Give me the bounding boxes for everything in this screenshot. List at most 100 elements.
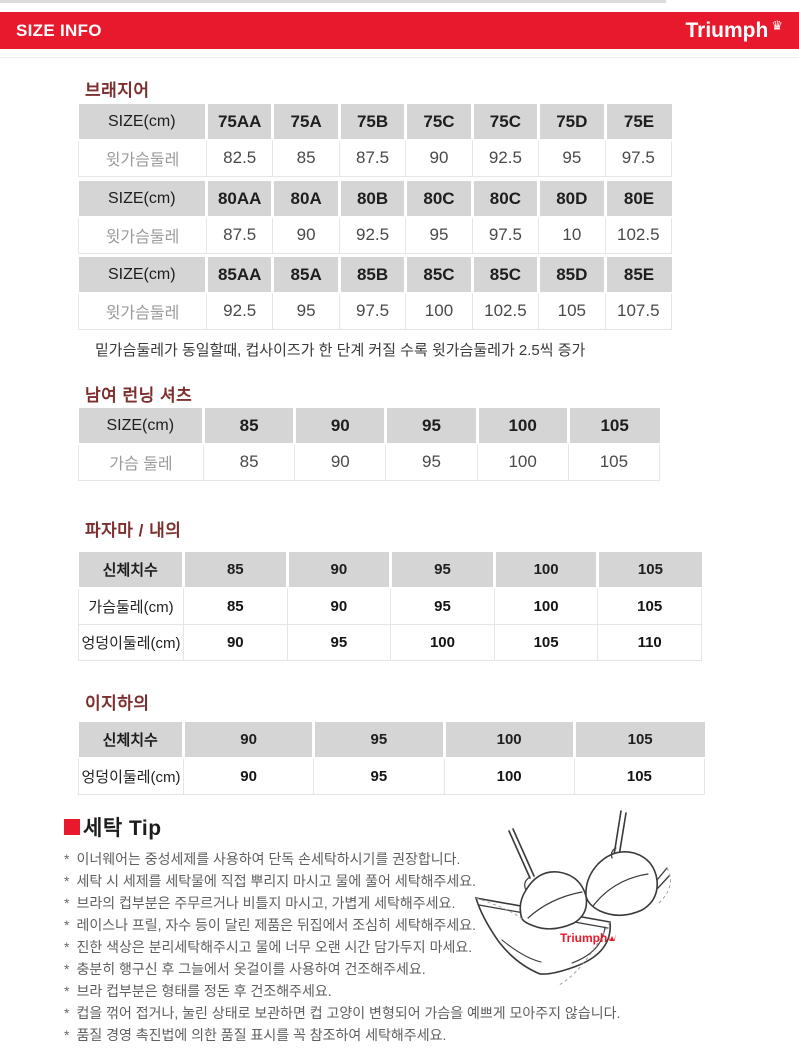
size-column-header: 75AA xyxy=(206,104,275,141)
size-column-header: 90 xyxy=(183,722,316,759)
table-corner-header: SIZE(cm) xyxy=(78,104,208,141)
size-value-cell: 97.5 xyxy=(604,139,673,177)
asterisk-bullet-icon: * xyxy=(64,895,70,911)
bra-strap-left xyxy=(508,828,535,879)
table-row: 윗가슴둘레 82.5 85 87.5 90 92.5 95 97.5 xyxy=(78,139,673,177)
size-value-cell: 87.5 xyxy=(205,216,274,254)
size-column-header: 95 xyxy=(390,552,496,589)
running-shirt-size-table: SIZE(cm) 85 90 95 100 105 가슴 둘레 85 90 95 100 105 xyxy=(78,408,661,481)
size-column-header: 75E xyxy=(605,104,672,141)
size-value-cell: 102.5 xyxy=(604,216,673,254)
size-column-header: 105 xyxy=(574,722,705,759)
size-column-header: 80C xyxy=(472,181,541,218)
asterisk-bullet-icon: * xyxy=(64,873,70,889)
section-title-easy-bottoms: 이지하의 xyxy=(85,694,150,713)
size-value-cell: 95 xyxy=(538,139,606,177)
size-column-header: 105 xyxy=(597,552,702,589)
section-title-pajama: 파자마 / 내의 xyxy=(85,521,182,540)
size-value-cell: 85 xyxy=(272,139,340,177)
size-column-header: 100 xyxy=(477,408,570,445)
size-value-cell: 95 xyxy=(405,216,473,254)
pajama-size-table: 신체치수 85 90 95 100 105 가슴둘레(cm) 85 90 95 100 105 엉덩이둘… xyxy=(78,552,702,661)
washing-tip-text: 진한 색상은 분리세탁해주시고 물에 너무 오랜 시간 담가두지 마세요. xyxy=(76,939,473,955)
washing-tip-item: * 품질 경영 촉진법에 의한 품질 표시를 꼭 참조하여 세탁해주세요. xyxy=(64,1024,624,1046)
table-corner-header: 신체치수 xyxy=(78,552,185,589)
triumph-logo: Triumph ♛ xyxy=(686,19,784,41)
washing-tip-item: * 컵을 꺾어 접거나, 눌린 상태로 보관하면 컵 고양이 변형되어 가슴을 예… xyxy=(64,1002,624,1024)
size-column-header: 95 xyxy=(313,722,446,759)
size-value-cell: 95 xyxy=(272,292,340,330)
washing-tip-text: 품질 경영 촉진법에 의한 품질 표시를 꼭 참조하여 세탁해주세요. xyxy=(76,1027,447,1043)
illustration-crown-icon xyxy=(608,934,616,941)
size-value-cell: 97.5 xyxy=(338,292,407,330)
size-value-cell: 107.5 xyxy=(604,292,673,330)
table-row: 가슴 둘레 85 90 95 100 105 xyxy=(78,443,661,481)
washing-tip-text: 세탁 시 세제를 세탁물에 직접 뿌리지 마시고 물에 풀어 세탁해주세요. xyxy=(76,873,476,889)
size-value-cell: 85 xyxy=(202,443,296,481)
size-column-header: 85A xyxy=(272,257,341,294)
size-value-cell: 95 xyxy=(286,623,392,661)
washing-tip-item: * 진한 색상은 분리세탁해주시고 물에 너무 오랜 시간 담가두지 마세요. xyxy=(64,936,624,958)
asterisk-bullet-icon: * xyxy=(64,939,70,955)
size-column-header: 75B xyxy=(339,104,408,141)
size-column-header: 75A xyxy=(272,104,341,141)
table-corner-header: SIZE(cm) xyxy=(78,408,205,445)
washing-tip-item: * 충분히 행구신 후 그늘에서 옷걸이를 사용하여 건조해주세요. xyxy=(64,958,624,980)
section-title-running-shirts: 남여 런닝 셔츠 xyxy=(85,386,193,405)
size-value-cell: 95 xyxy=(390,587,495,625)
header-divider xyxy=(0,57,799,58)
washing-tips-list: * 이너웨어는 중성세제를 사용하여 단독 손세탁하시기를 권장합니다. * 세탁 시… xyxy=(64,848,624,1046)
washing-tips-title: 세탁 Tip xyxy=(64,812,162,842)
asterisk-bullet-icon: * xyxy=(64,983,70,999)
size-column-header: 85C xyxy=(472,257,541,294)
size-value-cell: 92.5 xyxy=(205,292,274,330)
size-value-cell: 97.5 xyxy=(471,216,540,254)
size-value-cell: 100 xyxy=(476,443,569,481)
top-border-strip xyxy=(0,0,666,3)
asterisk-bullet-icon: * xyxy=(64,851,70,867)
size-value-cell: 105 xyxy=(567,443,661,481)
washing-tip-text: 컵을 꺾어 접거나, 눌린 상태로 보관하면 컵 고양이 변형되어 가슴을 예쁘… xyxy=(76,1005,621,1021)
size-value-cell: 100 xyxy=(390,623,495,661)
size-value-cell: 105 xyxy=(597,587,702,625)
size-value-cell: 95 xyxy=(385,443,478,481)
washing-tip-item: * 브라의 컵부분은 주무르거나 비틀지 마시고, 가볍게 세탁해주세요. xyxy=(64,892,624,914)
washing-tip-text: 레이스나 프릴, 자수 등이 달린 제품은 뒤집에서 조심히 세탁해주세요. xyxy=(76,917,476,933)
size-value-cell: 105 xyxy=(493,623,599,661)
size-column-header: 85E xyxy=(605,257,672,294)
washing-tip-item: * 세탁 시 세제를 세탁물에 직접 뿌리지 마시고 물에 풀어 세탁해주세요. xyxy=(64,870,624,892)
size-value-cell: 90 xyxy=(183,623,288,661)
page-title: SIZE INFO xyxy=(16,20,102,40)
size-value-cell: 10 xyxy=(538,216,606,254)
section-title-bra: 브래지어 xyxy=(85,81,150,100)
washing-tip-text: 브라 컵부분은 형태를 정돈 후 건조해주세요. xyxy=(76,983,332,999)
asterisk-bullet-icon: * xyxy=(64,1005,70,1021)
washing-tip-text: 브라의 컵부분은 주무르거나 비틀지 마시고, 가볍게 세탁해주세요. xyxy=(76,895,456,911)
size-value-cell: 100 xyxy=(405,292,473,330)
bra-panty-illustration: Triumph xyxy=(462,806,707,1001)
size-value-cell: 92.5 xyxy=(338,216,407,254)
size-column-header: 80E xyxy=(605,181,672,218)
bra-strap-right xyxy=(613,810,627,857)
size-column-header: 90 xyxy=(294,408,388,445)
size-column-header: 75D xyxy=(538,104,607,141)
red-square-bullet-icon xyxy=(64,819,80,835)
bra-size-note: 밑가슴둘레가 동일할때, 컵사이즈가 한 단계 커질 수록 윗가슴둘레가 2.5… xyxy=(95,342,586,359)
size-value-cell: 90 xyxy=(286,587,392,625)
size-column-header: 85 xyxy=(183,552,289,589)
table-row: 윗가슴둘레 87.5 90 92.5 95 97.5 10 102.5 xyxy=(78,216,673,254)
size-value-cell: 90 xyxy=(182,757,315,795)
size-column-header: 75C xyxy=(472,104,541,141)
size-column-header: 100 xyxy=(494,552,600,589)
size-column-header: 95 xyxy=(385,408,479,445)
size-column-header: 85B xyxy=(339,257,408,294)
asterisk-bullet-icon: * xyxy=(64,917,70,933)
row-label: 윗가슴둘레 xyxy=(78,216,207,254)
row-label: 윗가슴둘레 xyxy=(78,139,207,177)
size-column-header: 75C xyxy=(405,104,474,141)
row-label: 가슴 둘레 xyxy=(78,443,204,481)
size-value-cell: 85 xyxy=(183,587,288,625)
size-column-header: 85C xyxy=(405,257,474,294)
asterisk-bullet-icon: * xyxy=(64,1027,70,1043)
table-corner-header: SIZE(cm) xyxy=(78,257,208,294)
